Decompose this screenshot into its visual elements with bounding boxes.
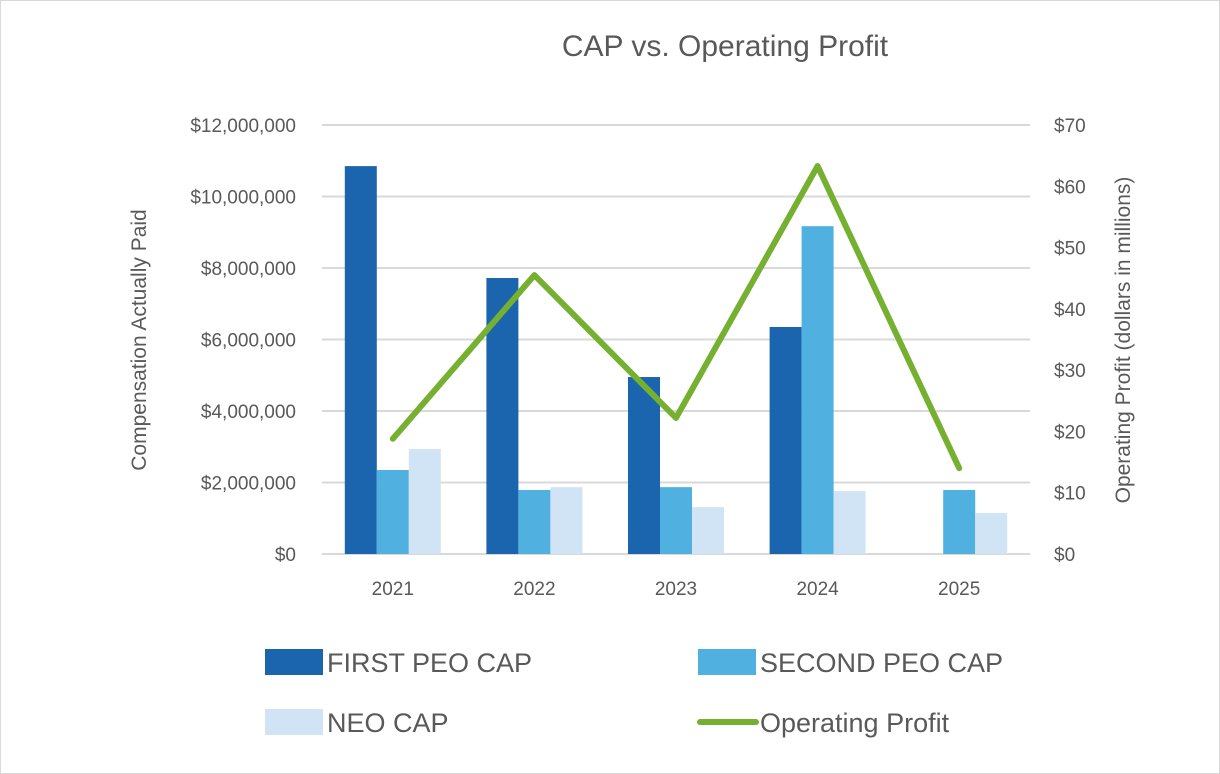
x-tick-label: 2021	[372, 579, 414, 600]
left-tick-label: $8,000,000	[201, 259, 296, 280]
legend-swatch	[265, 649, 323, 675]
bar-second-peo-cap-2023	[660, 487, 692, 554]
left-tick-label: $2,000,000	[201, 474, 296, 495]
bar-second-peo-cap-2021	[376, 469, 409, 554]
right-axis-title: Operating Profit (dollars in millions)	[1112, 177, 1135, 504]
bar-second-peo-cap-2025	[943, 490, 976, 554]
left-axis-title: Compensation Actually Paid	[128, 209, 151, 471]
x-tick-label: 2023	[655, 579, 697, 600]
right-axis-ticks: $0 $10 $20 $30 $40 $50 $60 $70	[1054, 116, 1086, 566]
legend-item: Operating Profit	[697, 708, 950, 738]
legend-swatch	[265, 709, 323, 735]
right-tick-label: $40	[1054, 300, 1086, 321]
left-tick-label: $4,000,000	[201, 402, 296, 423]
left-tick-label: $0	[275, 545, 296, 566]
bar-neo-cap-2023	[692, 507, 724, 554]
right-tick-label: $30	[1054, 361, 1086, 382]
left-tick-label: $12,000,000	[190, 116, 296, 137]
line-series	[389, 163, 963, 472]
bar-neo-cap-2024	[833, 491, 866, 554]
right-tick-label: $20	[1054, 422, 1086, 443]
bar-first-peo-cap-2023	[628, 377, 660, 554]
right-tick-label: $60	[1054, 177, 1086, 198]
bar-first-peo-cap-2021	[344, 166, 377, 555]
right-tick-label: $10	[1054, 484, 1086, 505]
legend-label: Operating Profit	[760, 708, 950, 738]
legend-item: SECOND PEO CAP	[698, 648, 1003, 678]
legend-item: NEO CAP	[265, 708, 449, 738]
x-tick-label: 2025	[938, 579, 980, 600]
legend-label: FIRST PEO CAP	[327, 648, 532, 678]
right-tick-label: $0	[1054, 545, 1075, 566]
legend-label: SECOND PEO CAP	[760, 648, 1003, 678]
legend-item: FIRST PEO CAP	[265, 648, 532, 678]
left-tick-label: $10,000,000	[190, 188, 296, 209]
legend: FIRST PEO CAP SECOND PEO CAP NEO CAP Operat…	[265, 648, 1003, 738]
bar-neo-cap-2022	[550, 487, 583, 554]
legend-label: NEO CAP	[327, 708, 449, 738]
bar-neo-cap-2025	[975, 512, 1008, 554]
bars	[344, 166, 1008, 555]
bar-second-peo-cap-2024	[801, 226, 834, 555]
bar-first-peo-cap-2022	[486, 278, 519, 554]
bar-neo-cap-2021	[408, 448, 441, 554]
left-axis-ticks: $0 $2,000,000 $4,000,000 $6,000,000 $8,000,0…	[190, 116, 296, 566]
x-axis-ticks: 2021 2022 2023 2024 2025	[372, 579, 981, 600]
left-tick-label: $6,000,000	[201, 331, 296, 352]
operating-profit-line	[389, 163, 963, 472]
right-tick-label: $70	[1054, 116, 1086, 137]
right-tick-label: $50	[1054, 239, 1086, 260]
x-tick-label: 2024	[796, 579, 839, 600]
bar-first-peo-cap-2024	[769, 326, 802, 554]
legend-swatch	[698, 649, 756, 675]
bar-second-peo-cap-2022	[518, 490, 551, 554]
chart-title: CAP vs. Operating Profit	[562, 30, 889, 63]
x-tick-label: 2022	[513, 579, 555, 600]
